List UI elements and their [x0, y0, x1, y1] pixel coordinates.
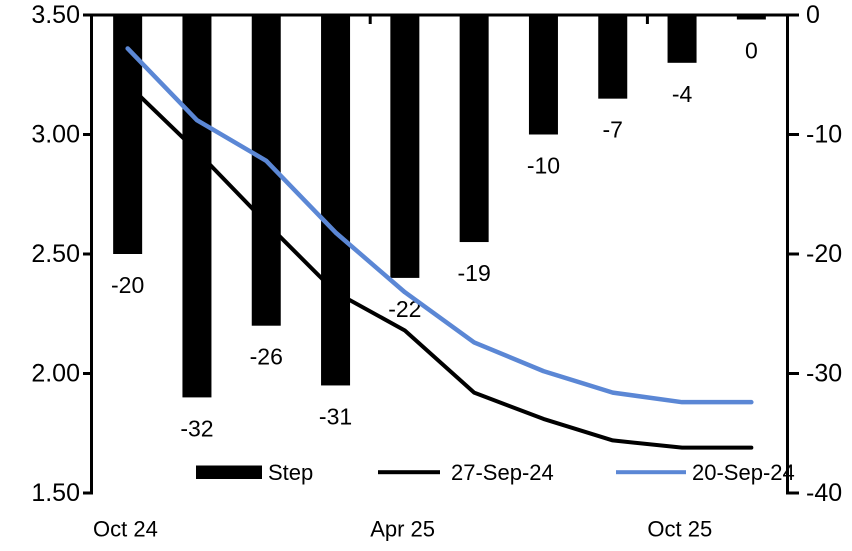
right-axis-tick — [789, 133, 799, 136]
left-axis-tick-label: 2.50 — [31, 240, 80, 268]
left-axis-tick — [83, 133, 93, 136]
bar-step — [598, 15, 628, 99]
right-axis-tick-label: 0 — [806, 1, 820, 29]
legend-label: 20-Sep-24 — [692, 460, 795, 485]
right-axis-tick — [789, 13, 799, 17]
bar-data-label: -7 — [603, 117, 623, 143]
x-axis-label: Oct 25 — [647, 517, 712, 542]
bar-step — [667, 15, 697, 63]
legend-label: Step — [268, 460, 313, 485]
bar-step — [390, 15, 420, 278]
x-axis-tick — [368, 15, 372, 24]
bar-data-label: -20 — [111, 272, 144, 298]
bar-step — [736, 15, 766, 20]
line-20-sep-24 — [125, 46, 754, 405]
bar-data-label: -4 — [672, 81, 693, 107]
left-axis-tick-label: 2.00 — [31, 360, 80, 388]
legend-label: 27-Sep-24 — [451, 460, 554, 485]
left-axis-tick-label: 3.00 — [31, 121, 80, 149]
x-axis-label: Apr 25 — [370, 517, 435, 542]
left-axis-tick-label: 3.50 — [31, 1, 80, 29]
right-axis-tick — [789, 491, 799, 495]
bar-step — [182, 15, 212, 398]
bar-step — [321, 15, 351, 386]
bar-step — [459, 15, 489, 243]
legend-swatch-line — [378, 470, 440, 475]
bar-data-label: -10 — [527, 153, 560, 179]
right-axis-line — [786, 13, 789, 495]
x-axis-tick — [645, 15, 649, 24]
legend-swatch-bar — [196, 465, 262, 479]
left-axis-tick — [83, 372, 93, 375]
bar-data-label: -31 — [319, 403, 352, 429]
x-axis-label: Oct 24 — [93, 517, 158, 542]
right-axis-tick — [789, 372, 799, 375]
left-axis-tick-label: 1.50 — [31, 479, 80, 507]
bar-data-label: 0 — [745, 38, 758, 64]
left-axis-tick — [83, 252, 93, 256]
left-axis-tick — [83, 491, 93, 495]
bar-data-label: -32 — [180, 415, 213, 441]
bar-step — [113, 15, 143, 254]
right-axis-tick-label: -20 — [806, 240, 842, 268]
right-axis-tick — [789, 252, 799, 256]
right-axis-tick-label: -10 — [806, 121, 842, 149]
top-axis-line — [84, 13, 796, 17]
left-axis-tick — [83, 13, 93, 17]
right-axis-tick-label: -40 — [806, 479, 842, 507]
bar-data-label: -19 — [458, 260, 491, 286]
bar-data-label: -26 — [250, 344, 283, 370]
line-27-sep-24 — [125, 82, 754, 450]
bar-step — [528, 15, 558, 135]
right-axis-tick-label: -30 — [806, 360, 842, 388]
legend-swatch-line — [616, 470, 686, 475]
